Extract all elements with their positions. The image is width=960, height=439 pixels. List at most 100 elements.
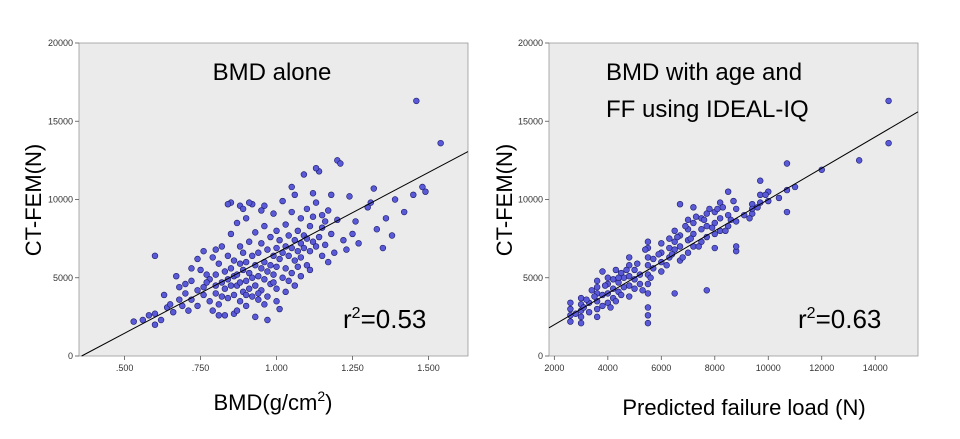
data-point xyxy=(306,247,314,255)
data-point xyxy=(282,221,289,228)
data-point xyxy=(609,276,617,283)
data-point xyxy=(221,285,229,292)
data-point xyxy=(242,258,250,266)
data-point xyxy=(413,97,420,105)
y-tick-label: 10000 xyxy=(48,195,73,205)
data-point xyxy=(288,183,295,191)
data-point xyxy=(130,318,137,325)
data-point xyxy=(300,244,308,252)
data-point xyxy=(194,302,201,310)
fit-line-right xyxy=(548,111,919,329)
data-point xyxy=(276,305,283,313)
data-point xyxy=(261,301,268,308)
data-point xyxy=(617,291,625,299)
x-tick-label: 2000 xyxy=(544,363,564,373)
y-tick-label: 5000 xyxy=(53,273,73,283)
data-point xyxy=(783,160,791,167)
data-point xyxy=(267,262,274,269)
data-point xyxy=(249,274,256,281)
data-point xyxy=(294,227,302,235)
data-point xyxy=(644,280,652,288)
data-point xyxy=(215,260,222,267)
data-point xyxy=(617,269,625,277)
data-point xyxy=(288,208,295,216)
data-point xyxy=(631,285,638,292)
data-point xyxy=(182,290,189,297)
data-point xyxy=(730,197,737,205)
data-point xyxy=(698,226,705,233)
data-point xyxy=(671,246,678,253)
data-point xyxy=(255,290,262,297)
x-tick-label: 14000 xyxy=(863,363,888,373)
data-point xyxy=(242,291,250,299)
data-point xyxy=(634,260,641,267)
data-point xyxy=(188,277,195,285)
data-point xyxy=(258,265,265,272)
data-point xyxy=(567,305,574,313)
data-point xyxy=(245,199,253,206)
data-point xyxy=(671,227,678,235)
data-point xyxy=(655,251,662,258)
data-point xyxy=(583,296,590,303)
data-point xyxy=(663,262,670,269)
data-point xyxy=(585,308,593,316)
data-point xyxy=(577,294,585,302)
data-point xyxy=(346,193,353,200)
data-point xyxy=(303,205,311,213)
data-point xyxy=(200,291,207,299)
data-point xyxy=(255,272,262,280)
data-point xyxy=(273,285,280,292)
data-point xyxy=(331,249,338,256)
data-point xyxy=(593,283,601,291)
y-ticks-left: 0 5000 10000 15000 20000 xyxy=(48,38,79,361)
data-point xyxy=(236,298,244,305)
data-point xyxy=(388,232,396,239)
data-point xyxy=(577,319,585,327)
data-point xyxy=(644,238,652,245)
data-point xyxy=(783,208,791,216)
data-point xyxy=(612,266,620,274)
data-point xyxy=(151,252,159,260)
data-point xyxy=(690,204,697,211)
chart-title-right-line2: FF using IDEAL-IQ xyxy=(606,96,809,123)
points-left xyxy=(130,97,444,328)
data-point xyxy=(215,301,222,308)
data-point xyxy=(607,304,614,311)
data-point xyxy=(166,301,174,308)
data-point xyxy=(261,202,268,209)
data-point xyxy=(676,243,684,250)
data-point xyxy=(252,313,259,321)
data-point xyxy=(273,227,280,235)
data-point xyxy=(285,277,292,285)
data-point xyxy=(325,207,332,214)
data-point xyxy=(343,246,350,253)
data-point xyxy=(258,207,265,214)
data-point xyxy=(604,274,612,281)
data-point xyxy=(746,215,753,222)
data-point xyxy=(626,282,633,289)
data-point xyxy=(264,293,271,300)
data-point xyxy=(224,294,232,302)
data-point xyxy=(188,265,195,272)
data-point xyxy=(288,269,295,277)
data-point xyxy=(264,316,271,324)
data-point xyxy=(194,255,201,263)
data-point xyxy=(242,215,250,222)
x-ticks-left: .500 .750 1.000 1.250 1.500 xyxy=(116,356,440,373)
y-axis-title-right: CT-FEM(N) xyxy=(492,144,517,256)
data-point xyxy=(200,283,207,291)
data-point xyxy=(692,213,700,220)
x-tick-label: 6000 xyxy=(651,363,671,373)
data-point xyxy=(682,222,689,230)
data-point xyxy=(379,244,387,252)
y-tick-label: 0 xyxy=(68,351,73,361)
data-point xyxy=(249,293,256,300)
data-point xyxy=(312,165,320,172)
data-point xyxy=(297,272,305,280)
data-point xyxy=(658,240,665,247)
chart-right: 0 5000 10000 15000 20000 2000 4000 6000 8000 100… xyxy=(492,38,919,420)
data-point xyxy=(279,274,286,281)
data-point xyxy=(757,177,764,184)
data-point xyxy=(273,263,280,270)
